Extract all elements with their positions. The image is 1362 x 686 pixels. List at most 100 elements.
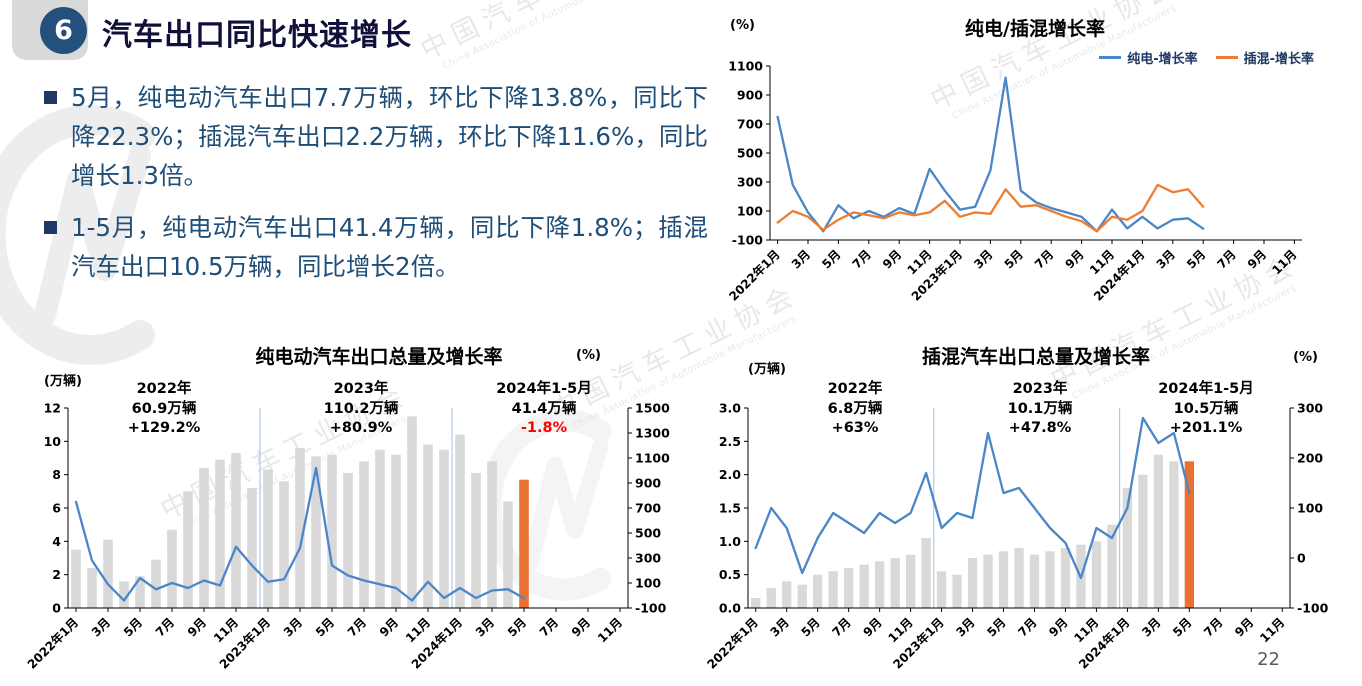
y-tick-label: 1.0 — [719, 534, 741, 549]
bar — [343, 473, 353, 608]
line-swatch-icon — [1215, 56, 1238, 59]
bar — [503, 501, 513, 608]
y-tick-label: 12 — [44, 401, 61, 416]
bullet-item: 5月，纯电动汽车出口7.7万辆，环比下降13.8%，同比下降22.3%；插混汽车… — [44, 78, 708, 196]
x-tick-label: 9月 — [1232, 615, 1256, 639]
bar — [844, 568, 854, 608]
bar — [135, 576, 145, 608]
bev-export-chart: 纯电动汽车出口总量及增长率 (%) (万辆) 2022年 60.9万辆 +129… — [16, 336, 692, 686]
bar — [921, 538, 931, 608]
bar — [263, 469, 273, 608]
x-tick-label: 7月 — [153, 615, 177, 639]
bar — [71, 549, 81, 608]
chart-title: 插混汽车出口总量及增长率 — [921, 346, 1150, 368]
bar — [813, 574, 823, 608]
bar — [906, 554, 916, 608]
bullet-item: 1-5月，纯电动汽车出口41.4万辆，同比下降1.8%；插混汽车出口10.5万辆… — [44, 208, 708, 286]
y-tick-label: 1.5 — [719, 501, 741, 516]
bar — [952, 574, 962, 608]
y2-tick-label: 700 — [635, 501, 661, 516]
x-tick-label: 5月 — [313, 615, 337, 639]
page-number: 22 — [1257, 649, 1280, 670]
bar — [1107, 524, 1117, 608]
bar — [983, 554, 993, 608]
x-tick-label: 11月 — [1269, 247, 1299, 277]
x-tick-label: 2022年1月 — [704, 615, 761, 672]
annotation-2022: 2022年 6.8万辆 +63% — [828, 380, 883, 439]
x-tick-label: 2022年1月 — [24, 615, 81, 672]
y-tick-label: 2 — [52, 567, 61, 582]
x-tick-label: 9月 — [185, 615, 209, 639]
x-tick-label: 7月 — [537, 615, 561, 639]
bar — [890, 558, 900, 608]
y-tick-label: 0 — [52, 601, 61, 616]
annotation-line: 10.5万辆 — [1173, 400, 1239, 417]
x-tick-label: 7月 — [1032, 247, 1056, 271]
bar — [487, 461, 497, 608]
chart-canvas: 0 2 4 6 8 10 12 -100 100 300 500 700 900 1100 1300 1500… — [24, 401, 670, 672]
axis-unit-label: (%) — [576, 348, 601, 363]
axis-unit-label: (%) — [730, 18, 755, 33]
y-tick-label: 4 — [52, 534, 61, 549]
y-tick-label: 3.0 — [719, 401, 741, 416]
annotation-line: 110.2万辆 — [323, 400, 399, 417]
bar — [859, 564, 869, 608]
chart-title: 纯电/插混增长率 — [965, 18, 1105, 40]
series-line — [74, 466, 526, 602]
x-tick-label: 5月 — [1184, 247, 1208, 271]
bar — [1091, 541, 1102, 608]
x-tick-label: 7月 — [1201, 615, 1225, 639]
x-tick-label: 11月 — [1257, 615, 1287, 645]
bar — [1014, 548, 1024, 608]
x-tick-label: 3月 — [971, 247, 995, 271]
chart-canvas: 0.0 0.5 1.0 1.5 2.0 2.5 3.0 -100 0 100 200 300 2022年… — [704, 401, 1329, 672]
bar — [231, 453, 241, 608]
chart-title: 纯电动汽车出口总量及增长率 — [255, 346, 503, 368]
x-tick-label: 9月 — [1245, 247, 1269, 271]
bar — [407, 416, 417, 608]
y2-tick-label: 500 — [635, 526, 661, 541]
annotation-line: +201.1% — [1169, 420, 1243, 437]
bar — [782, 581, 792, 608]
page-title: 汽车出口同比快速增长 — [102, 18, 412, 53]
y-tick-label: 100 — [737, 204, 763, 219]
y-tick-label: 900 — [737, 88, 763, 103]
annotation-2024: 2024年1-5月 10.5万辆 +201.1% — [1158, 380, 1254, 439]
y-tick-label: -100 — [732, 233, 764, 248]
y2-tick-label: 300 — [635, 551, 661, 566]
axis-unit-label: (万辆) — [44, 374, 82, 389]
bar — [423, 444, 433, 608]
bar — [327, 454, 337, 608]
bar — [471, 473, 481, 608]
bar — [87, 568, 97, 608]
x-tick-label: 5月 — [505, 615, 529, 639]
x-tick-label: 5月 — [984, 615, 1008, 639]
bar — [1060, 548, 1071, 608]
annotation-line: 60.9万辆 — [131, 400, 197, 417]
bar — [828, 571, 838, 608]
bar — [766, 588, 776, 608]
bar — [967, 558, 978, 608]
annotation-line: +129.2% — [127, 420, 201, 437]
bullet-text: 5月，纯电动汽车出口7.7万辆，环比下降13.8%，同比下降22.3%；插混汽车… — [71, 83, 708, 191]
annotation-2023: 2023年 110.2万辆 +80.9% — [324, 380, 399, 439]
bar — [295, 448, 305, 608]
annotation-line: 2024年1-5月 — [1158, 381, 1254, 397]
x-tick-label: 3月 — [789, 247, 813, 271]
bar — [391, 454, 401, 608]
x-tick-label: 5月 — [1002, 247, 1026, 271]
bar — [1122, 488, 1133, 608]
annotation-line: 2024年1-5月 — [496, 381, 592, 397]
annotation-line: 6.8万辆 — [827, 400, 883, 417]
bar — [103, 539, 113, 608]
x-tick-label: 3月 — [281, 615, 305, 639]
x-tick-label: 9月 — [860, 615, 884, 639]
y-tick-label: 0.0 — [719, 601, 741, 616]
series-line — [754, 416, 1191, 580]
annotation-line: 2022年 — [136, 381, 192, 397]
y-tick-label: 500 — [737, 146, 763, 161]
bar — [215, 459, 225, 608]
bar — [1184, 461, 1194, 608]
legend-label: 纯电-增长率 — [1127, 52, 1198, 67]
